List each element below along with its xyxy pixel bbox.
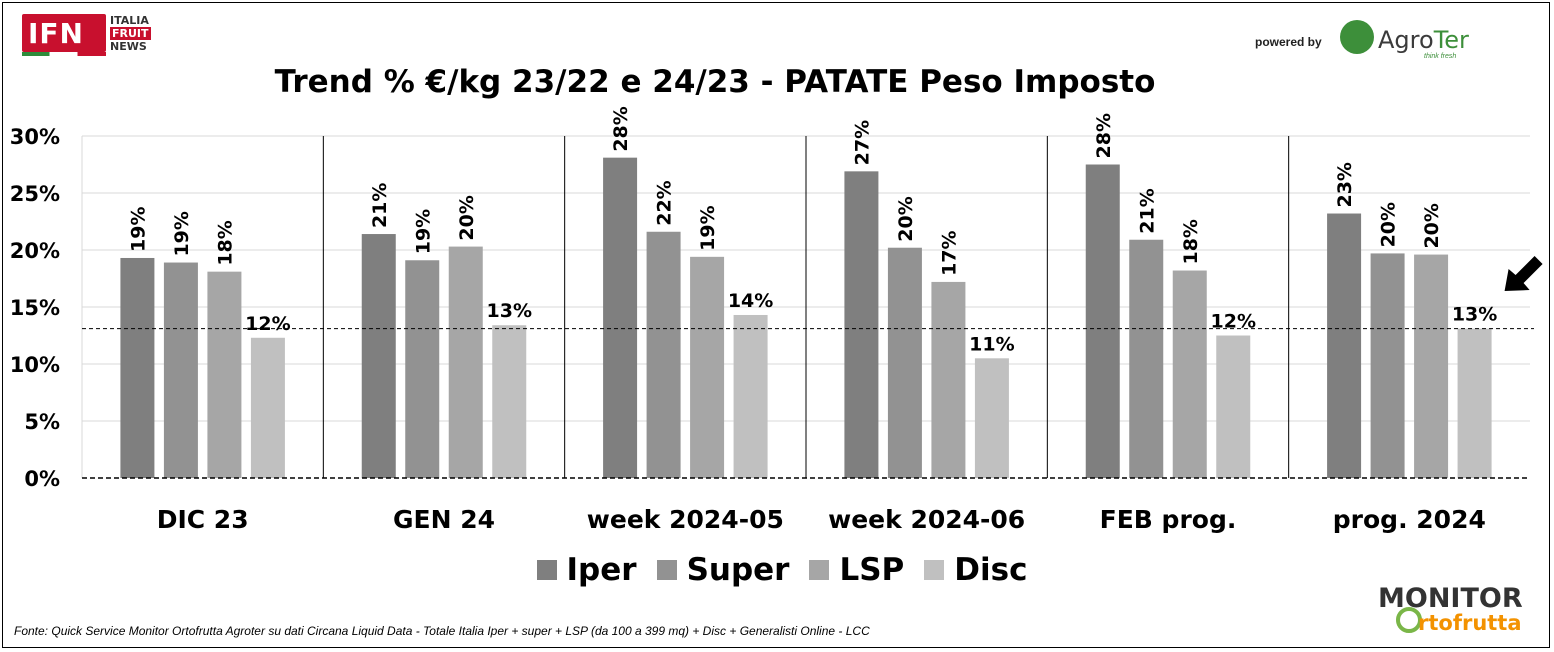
bar-disc (250, 337, 285, 478)
data-label: 22% (654, 180, 676, 225)
x-tick-label: GEN 24 (393, 505, 495, 534)
y-tick-label: 15% (10, 296, 60, 320)
legend-label-lsp: LSP (839, 552, 905, 588)
bar-disc (1216, 335, 1251, 478)
bar-disc (974, 358, 1009, 478)
arrow-icon (1504, 256, 1543, 292)
bar-iper (1327, 213, 1362, 478)
x-tick-label: DIC 23 (157, 505, 249, 534)
data-label: 19% (697, 205, 719, 250)
data-label: 20% (1421, 203, 1443, 248)
ifn-logo-text: IFN (28, 17, 84, 50)
legend-label-disc: Disc (954, 552, 1028, 588)
bar-super (1370, 253, 1405, 478)
ifn-word-news: NEWS (110, 40, 147, 53)
data-label: 21% (1136, 188, 1158, 233)
x-tick-label: prog. 2024 (1333, 505, 1486, 534)
bar-disc (492, 325, 527, 478)
bar-lsp (690, 256, 725, 478)
agroter-name-b: Ter (1433, 26, 1469, 54)
legend-item-iper: Iper (536, 552, 637, 588)
legend-label-iper: Iper (566, 552, 637, 588)
data-label: 11% (969, 333, 1014, 355)
y-tick-label: 30% (10, 125, 60, 149)
data-label: 18% (214, 220, 236, 265)
bar-super (405, 260, 440, 478)
x-tick-label: week 2024-06 (828, 505, 1025, 534)
legend: Iper Super LSP Disc (0, 552, 1554, 588)
agroter-logo: AgroTer think fresh (1340, 20, 1470, 60)
x-tick-label: week 2024-05 (587, 505, 784, 534)
data-label: 12% (245, 313, 290, 335)
agroter-name: AgroTer (1378, 26, 1469, 54)
ifn-logo-mark: IFN (22, 14, 106, 52)
data-label: 19% (171, 211, 193, 256)
source-note: Fonte: Quick Service Monitor Ortofrutta … (14, 624, 870, 638)
data-label: 17% (938, 230, 960, 275)
data-label: 21% (369, 183, 391, 228)
data-label: 12% (1211, 311, 1256, 333)
ifn-word-fruit: FRUIT (110, 27, 151, 40)
ifn-logo: IFN ITALIA FRUIT NEWS (22, 14, 167, 56)
bar-lsp (207, 271, 242, 478)
bar-super (887, 247, 922, 478)
bar-super (646, 231, 681, 478)
ifn-logo-words: ITALIA FRUIT NEWS (110, 14, 151, 53)
legend-item-disc: Disc (924, 552, 1027, 588)
y-tick-label: 20% (10, 239, 60, 263)
bar-super (1129, 239, 1164, 478)
data-label: 14% (728, 290, 773, 312)
data-label: 13% (1452, 304, 1497, 326)
bar-disc (1457, 328, 1492, 478)
data-label: 19% (412, 209, 434, 254)
ifn-logo-stripe (22, 52, 106, 56)
bar-iper (1085, 164, 1120, 478)
monitor-ortofrutta-logo: MONITOR rtofrutta (1378, 585, 1538, 636)
data-label: 20% (456, 195, 478, 240)
legend-swatch-disc (924, 560, 945, 580)
data-label: 28% (610, 106, 632, 151)
legend-item-lsp: LSP (809, 552, 904, 588)
data-label: 27% (851, 120, 873, 165)
agroter-name-a: Agro (1378, 26, 1434, 54)
legend-swatch-super (656, 560, 677, 580)
powered-by-label: powered by (1255, 35, 1322, 49)
y-tick-label: 25% (10, 182, 60, 206)
chart-title: Trend % €/kg 23/22 e 24/23 - PATATE Peso… (274, 64, 1156, 100)
legend-swatch-lsp (809, 560, 830, 580)
x-tick-label: FEB prog. (1100, 505, 1237, 534)
data-label: 20% (1378, 202, 1400, 247)
data-label: 19% (127, 206, 149, 251)
agroter-tagline: think fresh (1424, 53, 1457, 60)
bar-super (163, 262, 198, 478)
data-label: 20% (895, 196, 917, 241)
ifn-word-italia: ITALIA (110, 14, 149, 27)
legend-label-super: Super (686, 552, 790, 588)
tree-icon (1340, 20, 1374, 54)
bar-lsp (1172, 270, 1207, 478)
data-label: 28% (1093, 113, 1115, 158)
bar-lsp (1414, 254, 1449, 478)
bar-lsp (448, 246, 483, 478)
y-tick-label: 5% (24, 410, 60, 434)
data-label: 13% (487, 300, 532, 322)
y-tick-label: 0% (24, 467, 60, 491)
bar-iper (361, 234, 396, 478)
monitor-logo-bottom: rtofrutta (1418, 611, 1522, 635)
data-label: 18% (1180, 219, 1202, 264)
bar-lsp (931, 281, 966, 478)
bar-disc (733, 314, 768, 478)
bar-iper (603, 157, 638, 478)
y-tick-label: 10% (10, 353, 60, 377)
data-label: 23% (1334, 162, 1356, 207)
bar-iper (844, 171, 879, 478)
legend-swatch-iper (536, 560, 557, 580)
legend-item-super: Super (656, 552, 790, 588)
bar-iper (120, 257, 155, 478)
magnifier-icon (1396, 607, 1422, 633)
